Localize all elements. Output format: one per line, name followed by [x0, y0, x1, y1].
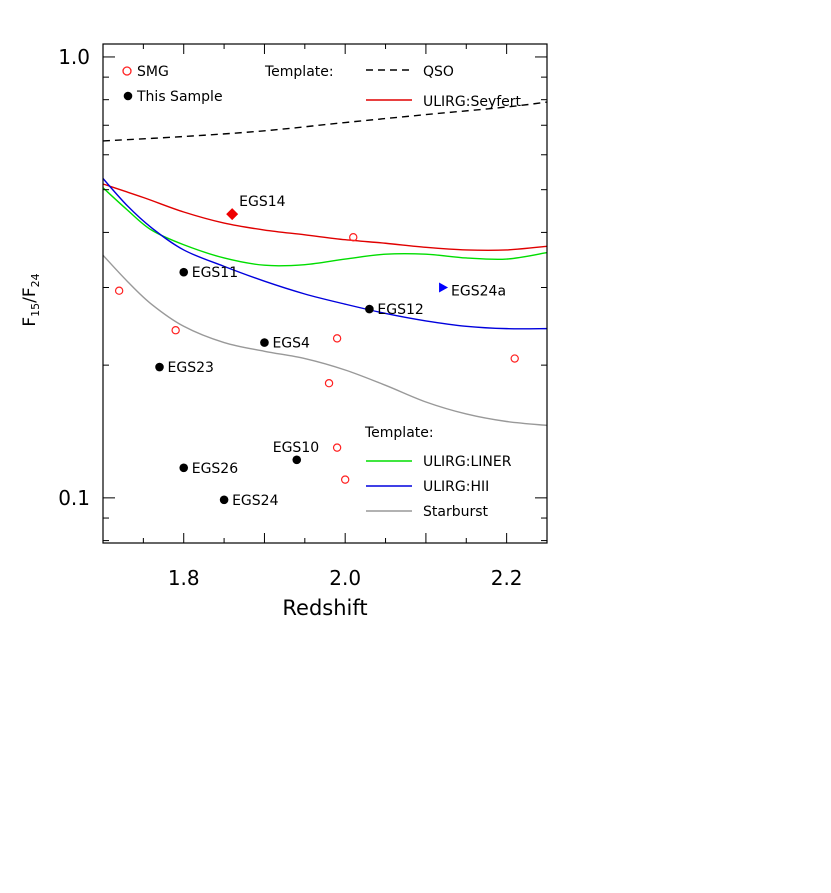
- template-curve-qso: [102, 101, 548, 142]
- special-points: EGS14 EGS24a: [226, 194, 506, 299]
- sample-point: [365, 304, 374, 314]
- sample-point-label: EGS12: [377, 302, 423, 318]
- sample-points: EGS11 EGS12 EGS4 EGS23 EGS10 EGS26 EGS24: [155, 265, 424, 509]
- legend-hii-label: ULIRG:HII: [423, 479, 489, 495]
- legend-starburst-label: Starburst: [423, 504, 489, 520]
- legend-sample-marker: [123, 91, 133, 101]
- sample-point: [155, 362, 164, 372]
- x-tick-labels: 1.8 2.0 2.2: [168, 566, 523, 590]
- smg-point: [332, 443, 342, 452]
- egs24a-marker: [439, 282, 449, 293]
- sample-point-label: EGS10: [273, 440, 319, 456]
- sample-point-label: EGS4: [272, 336, 310, 352]
- x-tick-label: 1.8: [168, 566, 200, 590]
- smg-point: [171, 326, 180, 335]
- smg-point: [114, 286, 124, 295]
- sample-point-label: EGS11: [192, 265, 238, 281]
- legend-template-title-bottom: Template:: [364, 425, 434, 441]
- sample-point: [292, 455, 302, 465]
- sample-point-label: EGS23: [168, 360, 214, 376]
- legend-bottom: Template: ULIRG:LINER ULIRG:HII Starburs…: [364, 425, 512, 520]
- sample-point-label: EGS26: [192, 461, 238, 477]
- smg-points: [114, 233, 519, 484]
- y-tick-labels: 1.0 0.1: [58, 45, 90, 510]
- template-curves: [102, 101, 548, 427]
- legend-seyfert-label: ULIRG:Seyfert: [423, 94, 522, 110]
- y-axis-slash: /: [20, 297, 40, 303]
- legend-qso-label: QSO: [423, 64, 454, 80]
- legend-smg-marker: [122, 66, 132, 76]
- smg-point: [324, 378, 334, 388]
- x-axis-label: Redshift: [282, 596, 367, 620]
- template-curve-seyfert: [102, 183, 548, 252]
- x-tick-label: 2.2: [491, 566, 523, 590]
- legend-top: SMG This Sample Template: QSO ULIRG:Seyf…: [122, 64, 522, 110]
- template-curve-liner: [102, 187, 548, 267]
- y-axis-den-sub: 24: [29, 273, 42, 287]
- y-tick-label: 1.0: [58, 45, 90, 69]
- smg-point: [340, 475, 350, 484]
- template-curve-starburst: [102, 254, 548, 427]
- egs24a-label: EGS24a: [451, 283, 506, 299]
- egs14-marker: [226, 208, 239, 221]
- egs14-label: EGS14: [239, 194, 285, 210]
- y-tick-label: 0.1: [58, 486, 90, 510]
- smg-point: [332, 334, 342, 343]
- sample-point: [179, 463, 189, 473]
- y-axis-den: F: [20, 287, 40, 297]
- smg-point: [510, 354, 519, 363]
- legend-liner-label: ULIRG:LINER: [423, 454, 512, 470]
- sample-point: [179, 267, 189, 277]
- legend-sample-label: This Sample: [136, 89, 223, 105]
- template-curve-hii: [102, 178, 548, 330]
- sample-point-label: EGS24: [232, 493, 278, 509]
- legend-smg-label: SMG: [137, 64, 169, 80]
- y-axis-num-sub: 15: [29, 303, 42, 317]
- sample-point: [219, 495, 229, 505]
- x-tick-label: 2.0: [329, 566, 361, 590]
- y-axis-label: F15/F24: [20, 273, 42, 326]
- legend-template-title-top: Template:: [264, 64, 334, 80]
- sample-point: [260, 338, 269, 347]
- smg-point: [349, 233, 358, 242]
- y-axis-num: F: [20, 317, 40, 327]
- plot-frame: [102, 43, 548, 544]
